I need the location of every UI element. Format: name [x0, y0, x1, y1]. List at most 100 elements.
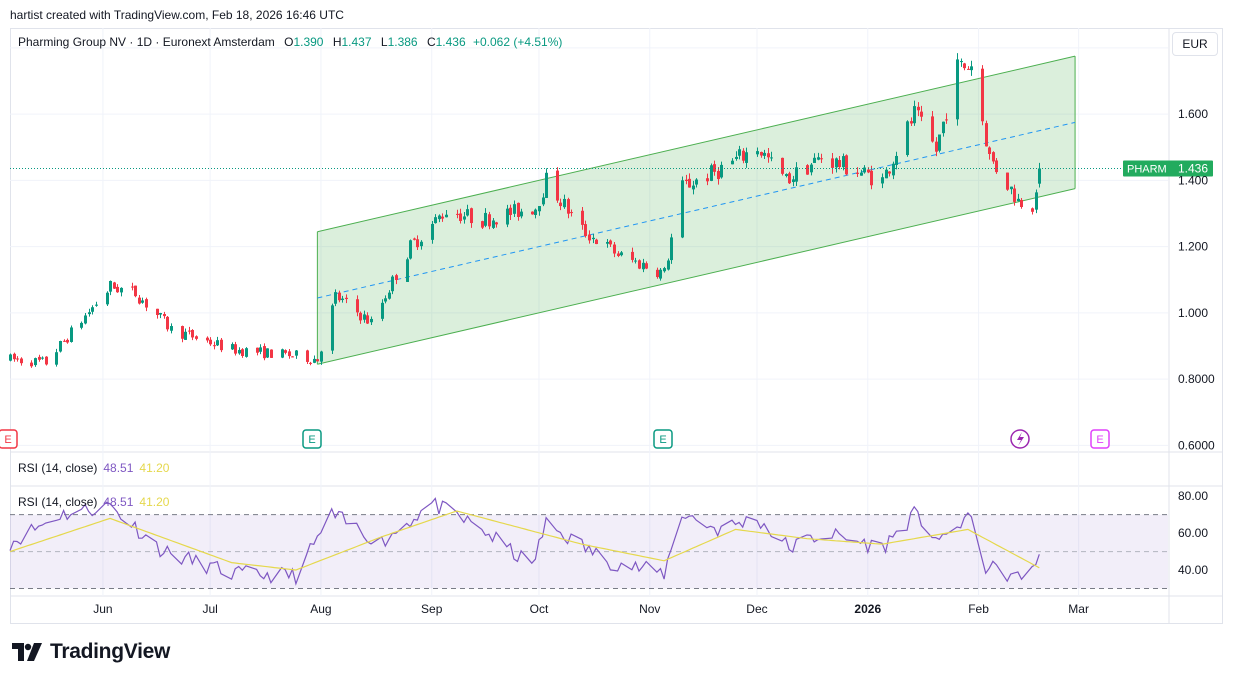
candle-body: [970, 66, 973, 71]
candle-body: [213, 345, 216, 347]
price-tag-ticker: PHARM: [1127, 163, 1167, 175]
rsi-value: 48.51: [103, 495, 134, 509]
candle-body: [563, 198, 566, 208]
rsi-ma-value: 41.20: [139, 461, 170, 475]
candle-body: [638, 260, 641, 269]
candle-body: [16, 358, 19, 360]
candle-body: [667, 260, 670, 270]
candle-body: [513, 204, 516, 214]
candle-body: [495, 222, 498, 225]
price-tick-label: 1.600: [1178, 107, 1208, 121]
candle-body: [606, 241, 609, 244]
candle-body: [613, 244, 616, 254]
candle-body: [731, 160, 734, 165]
candle-body: [620, 252, 623, 256]
price-tick-label: 1.200: [1178, 240, 1208, 254]
candle-body: [542, 197, 545, 205]
candle-body: [170, 326, 173, 331]
symbol-legend: Pharming Group NV · 1D · Euronext Amster…: [18, 35, 562, 49]
candle-body: [241, 349, 244, 356]
candle-body: [960, 61, 963, 63]
candle-body: [188, 330, 191, 332]
earnings-letter: E: [659, 434, 666, 446]
candle-body: [338, 292, 341, 301]
candle-body: [685, 179, 688, 182]
close-value: 1.436: [435, 35, 466, 49]
candle-body: [66, 339, 69, 343]
candle-body: [288, 351, 291, 357]
candle-body: [84, 315, 87, 324]
candle-body: [788, 173, 791, 184]
candle-body: [145, 299, 148, 308]
candle-body: [363, 314, 366, 320]
earnings-box: [302, 429, 322, 449]
candle-body: [742, 150, 745, 161]
candle-body: [634, 260, 637, 262]
rsi-legend[interactable]: RSI (14, close) 48.51 41.20: [18, 495, 169, 509]
candle-body: [806, 165, 809, 175]
candle-body: [438, 215, 441, 220]
candle-body: [231, 344, 234, 350]
earnings-letter: E: [308, 434, 315, 446]
candle-body: [860, 172, 863, 176]
candle-body: [434, 217, 437, 224]
rsi-line: [9, 497, 1040, 586]
candle-body: [981, 68, 984, 122]
candle-body: [785, 174, 788, 177]
candle-body: [867, 169, 870, 173]
candle-body: [763, 152, 766, 156]
candle-body: [831, 158, 834, 168]
candle-body: [106, 292, 109, 305]
candle-body: [70, 327, 73, 342]
time-tick-label: Mar: [1068, 602, 1089, 616]
candle-body: [184, 331, 187, 340]
candle-body: [34, 358, 37, 366]
candle-body: [259, 347, 262, 352]
candle-body: [838, 160, 841, 168]
candle-body: [313, 358, 316, 363]
candle-body: [531, 211, 534, 215]
candle-body: [770, 157, 773, 159]
candle-body: [967, 68, 970, 70]
rsi-tick-label: 60.00: [1178, 526, 1208, 540]
earnings-icon: E: [653, 429, 673, 449]
trend-channel: [316, 55, 1076, 365]
candle-body: [413, 238, 416, 240]
change-value: +0.062 (+4.51%): [472, 35, 563, 49]
candle-body: [431, 223, 434, 240]
rsi-label: RSI (14, close): [18, 495, 98, 509]
time-tick-label: Jun: [93, 602, 112, 616]
candle-body: [1038, 168, 1041, 184]
tradingview-logo[interactable]: TradingView: [12, 640, 170, 664]
candle-body: [820, 158, 823, 160]
candle-body: [506, 208, 509, 225]
currency-button[interactable]: EUR: [1172, 32, 1218, 56]
price-tick-label: 0.8000: [1178, 372, 1215, 386]
candle-body: [63, 340, 66, 342]
candle-body: [416, 239, 419, 248]
rsi-tick-label: 80.00: [1178, 489, 1208, 503]
open-value: 1.390: [293, 35, 324, 49]
low-label: L: [380, 35, 388, 49]
channel-median-line: [317, 121, 1076, 299]
candle-body: [113, 282, 116, 289]
rsi-legend-collapsed[interactable]: RSI (14, close) 48.51 41.20: [18, 461, 169, 475]
chart-frame[interactable]: [10, 28, 1223, 624]
candle-body: [988, 147, 991, 154]
candle-body: [509, 207, 512, 215]
candle-body: [1031, 208, 1034, 212]
split-icon: [1010, 429, 1030, 449]
candle-body: [291, 356, 294, 358]
candle-body: [592, 237, 595, 240]
candle-body: [381, 302, 384, 319]
candle-body: [30, 362, 33, 367]
candle-body: [395, 275, 398, 281]
candle-body: [470, 208, 473, 224]
candle-body: [9, 354, 12, 361]
candle-body: [906, 121, 909, 156]
brand-name: TradingView: [50, 640, 171, 663]
candle-body: [706, 178, 709, 182]
candle-body: [459, 213, 462, 221]
